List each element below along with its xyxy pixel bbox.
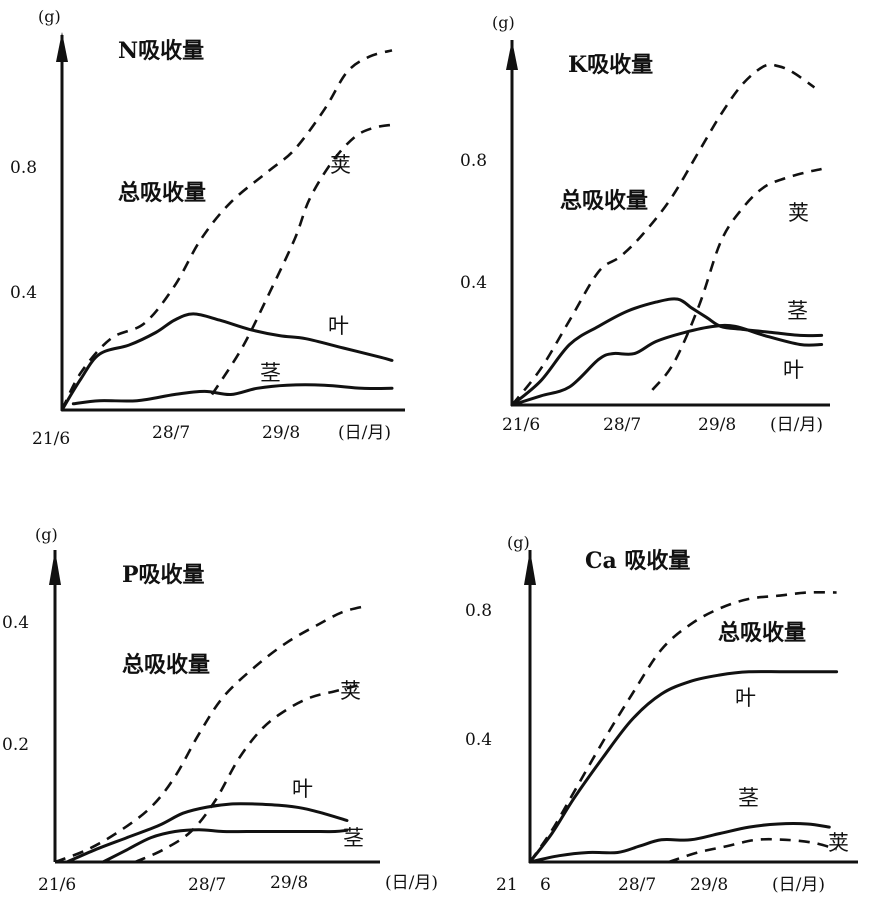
total-uptake-label: 总吸收量 [122, 652, 210, 678]
x-tick-label: 29/8 [698, 415, 736, 435]
x-tick-label: 21 [496, 875, 518, 895]
pod-label: 荚 [340, 679, 361, 703]
x-tick-label: 29/8 [690, 875, 728, 895]
series-line-茎 [101, 828, 349, 864]
pod-label: 荚 [828, 831, 849, 855]
y-unit-label: (g) [38, 7, 61, 26]
series-group [60, 49, 394, 412]
x-tick-label: 28/7 [152, 423, 190, 443]
series-line-茎 [71, 383, 394, 406]
series-line-茎 [510, 297, 824, 407]
panel-title: P吸收量 [122, 562, 205, 588]
panel-k: (g) K吸收量 0.4 0.8 21/6 28/7 29/8 (日/月) 总吸… [460, 13, 830, 435]
leaf-label: 叶 [783, 358, 804, 382]
x-tick-label: 28/7 [188, 875, 226, 895]
series-line-荚 [210, 123, 393, 396]
x-axis-label: (日/月) [338, 423, 391, 443]
y-tick-label: 0.4 [460, 273, 487, 293]
x-tick-label: 29/8 [262, 423, 300, 443]
series-line-荚 [668, 837, 837, 864]
total-uptake-label: 总吸收量 [718, 620, 806, 646]
y-unit-label: (g) [35, 525, 58, 544]
series-line-荚 [651, 167, 822, 391]
x-tick-label: 21/6 [32, 429, 70, 449]
leaf-label: 叶 [292, 777, 313, 801]
y-tick-label: 0.8 [10, 158, 37, 178]
leaf-label: 叶 [328, 314, 349, 338]
leaf-label: 叶 [735, 686, 756, 710]
x-tick-label: 28/7 [603, 415, 641, 435]
y-axis-arrow [506, 40, 518, 70]
panel-ca: (g) Ca 吸收量 0.4 0.8 21 6 28/7 29/8 (日/月) … [465, 533, 858, 895]
y-tick-label: 0.2 [2, 735, 29, 755]
y-tick-label: 0.8 [465, 601, 492, 621]
pod-label: 荚 [330, 153, 351, 177]
x-axis-label: (日/月) [770, 415, 823, 435]
panel-title: N吸收量 [118, 38, 204, 64]
series-group [510, 63, 824, 407]
x-tick-label: 29/8 [270, 873, 308, 893]
series-line-叶 [60, 312, 394, 412]
x-tick-label: 21/6 [502, 415, 540, 435]
series-group [528, 590, 839, 864]
series-line-茎 [528, 822, 831, 864]
series-line-叶 [65, 802, 349, 864]
series-line-叶 [510, 323, 824, 407]
y-tick-label: 0.4 [2, 613, 29, 633]
y-axis-arrow [524, 550, 536, 585]
series-line-叶 [528, 670, 839, 864]
series-group [54, 604, 368, 864]
series-line-荚 [134, 683, 360, 864]
y-tick-label: 0.8 [460, 151, 487, 171]
stem-label: 茎 [738, 786, 759, 810]
y-unit-label: (g) [507, 533, 530, 552]
series-line-总吸收量 [54, 604, 368, 864]
series-line-总吸收量 [60, 49, 393, 411]
panel-title: Ca 吸收量 [585, 548, 690, 574]
y-axis-arrow [49, 550, 61, 585]
total-uptake-label: 总吸收量 [118, 180, 206, 206]
series-line-总吸收量 [510, 63, 816, 406]
pod-label: 荚 [788, 201, 809, 225]
panel-title: K吸收量 [568, 52, 653, 78]
x-axis-label: (日/月) [772, 875, 825, 895]
x-tick-label: 6 [540, 875, 551, 895]
stem-label: 茎 [787, 299, 808, 323]
x-tick-label: 28/7 [618, 875, 656, 895]
total-uptake-label: 总吸收量 [560, 188, 648, 214]
x-tick-label: 21/6 [38, 875, 76, 895]
panel-p: (g) P吸收量 0.2 0.4 21/6 28/7 29/8 (日/月) 总吸… [2, 525, 438, 895]
stem-label: 茎 [343, 826, 364, 850]
y-tick-label: 0.4 [465, 730, 492, 750]
x-axis-label: (日/月) [385, 873, 438, 893]
stem-label: 茎 [260, 361, 281, 385]
panel-n: (g) N吸收量 0.4 0.8 21/6 28/7 29/8 (日/月) 总吸… [10, 7, 405, 449]
series-line-总吸收量 [528, 590, 837, 863]
y-axis-arrow [56, 32, 68, 62]
y-unit-label: (g) [492, 13, 515, 32]
y-tick-label: 0.4 [10, 283, 37, 303]
